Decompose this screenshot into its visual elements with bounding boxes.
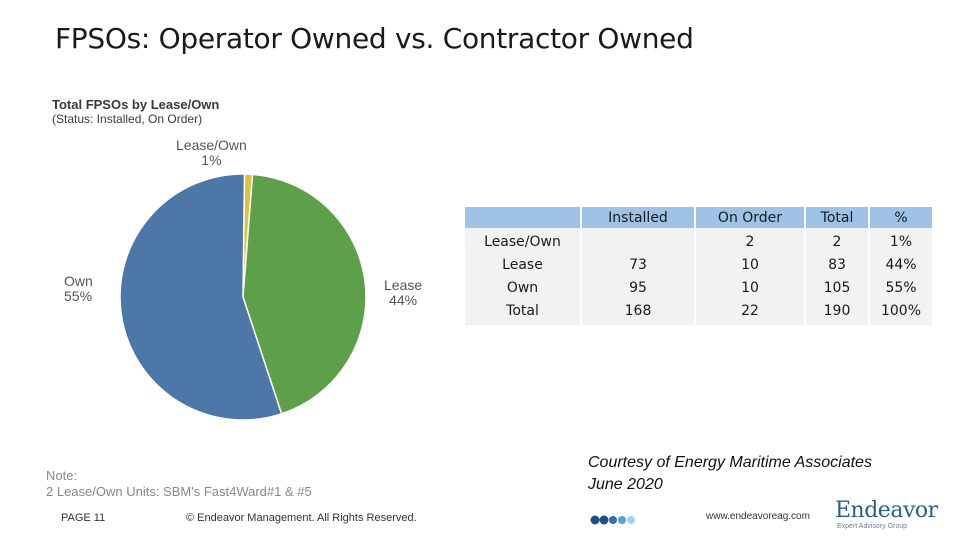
table-cell: 95 <box>582 276 694 299</box>
table-cell: 190 <box>806 299 868 325</box>
chart-subtitle: (Status: Installed, On Order) <box>52 112 203 126</box>
note-text: 2 Lease/Own Units: SBM's Fast4Ward#1 & #… <box>46 484 312 499</box>
footer-dot <box>618 516 626 524</box>
table-cell: 55% <box>870 276 932 299</box>
slice-label-name: Lease <box>384 277 423 293</box>
table-cell: 2 <box>696 228 804 253</box>
table-cell: 73 <box>582 253 694 276</box>
slice-label-lease: Lease 44% <box>384 278 422 308</box>
table-header-cell <box>465 207 580 228</box>
chart-note: Note: 2 Lease/Own Units: SBM's Fast4Ward… <box>46 468 312 500</box>
table-cell: 2 <box>806 228 868 253</box>
table-cell: 105 <box>806 276 868 299</box>
slice-label-percent: 1% <box>201 152 222 168</box>
table-header-cell: Installed <box>582 207 694 228</box>
footer-dot <box>609 516 617 524</box>
decorative-dots-icon <box>590 515 635 525</box>
table-header-cell: % <box>870 207 932 228</box>
table-row: Lease 73 10 83 44% <box>465 253 932 276</box>
courtesy-note: Courtesy of Energy Maritime Associates J… <box>588 452 872 496</box>
table-cell: 10 <box>696 276 804 299</box>
footer-dot <box>627 516 635 524</box>
note-heading: Note: <box>46 468 78 483</box>
table-row: Lease/Own 2 2 1% <box>465 228 932 253</box>
slice-label-percent: 55% <box>64 288 93 304</box>
table-header-cell: On Order <box>696 207 804 228</box>
pie-slice-lease <box>242 173 367 415</box>
endeavor-logo: Endeavor Expert Advisory Group <box>835 500 938 531</box>
table-cell: 22 <box>696 299 804 325</box>
logo-subtitle: Expert Advisory Group <box>837 523 908 530</box>
footer-dot <box>599 515 609 525</box>
slide-title: FPSOs: Operator Owned vs. Contractor Own… <box>55 22 694 55</box>
table-cell: 83 <box>806 253 868 276</box>
pie-slice-own <box>119 173 283 421</box>
website-link[interactable]: www.endeavoreag.com <box>706 511 810 522</box>
table-cell <box>582 228 694 253</box>
table-cell: 168 <box>582 299 694 325</box>
slice-label-name: Lease/Own <box>176 137 247 153</box>
table-cell: Lease <box>465 253 580 276</box>
table-row: Total 168 22 190 100% <box>465 299 932 325</box>
slice-label-percent: 44% <box>389 292 418 308</box>
slice-label-lease-own: Lease/Own 1% <box>176 138 247 168</box>
logo-name: Endeavor <box>835 498 938 523</box>
slice-label-name: Own <box>64 273 93 289</box>
table-cell: 100% <box>870 299 932 325</box>
table-cell: 44% <box>870 253 932 276</box>
table-cell: Lease/Own <box>465 228 580 253</box>
courtesy-line-1: Courtesy of Energy Maritime Associates <box>588 454 872 471</box>
slice-label-own: Own 55% <box>64 274 93 304</box>
courtesy-line-2: June 2020 <box>588 476 663 493</box>
table-header-row: Installed On Order Total % <box>465 207 932 228</box>
table-cell: Total <box>465 299 580 325</box>
fpso-table: Installed On Order Total % Lease/Own 2 2… <box>463 207 934 325</box>
page-number: PAGE 11 <box>61 512 106 524</box>
table-cell: 10 <box>696 253 804 276</box>
footer-dot <box>590 515 600 525</box>
copyright-text: © Endeavor Management. All Rights Reserv… <box>186 512 417 524</box>
table-row: Own 95 10 105 55% <box>465 276 932 299</box>
table-cell: Own <box>465 276 580 299</box>
chart-title: Total FPSOs by Lease/Own <box>52 97 220 112</box>
table-header-cell: Total <box>806 207 868 228</box>
table-cell: 1% <box>870 228 932 253</box>
